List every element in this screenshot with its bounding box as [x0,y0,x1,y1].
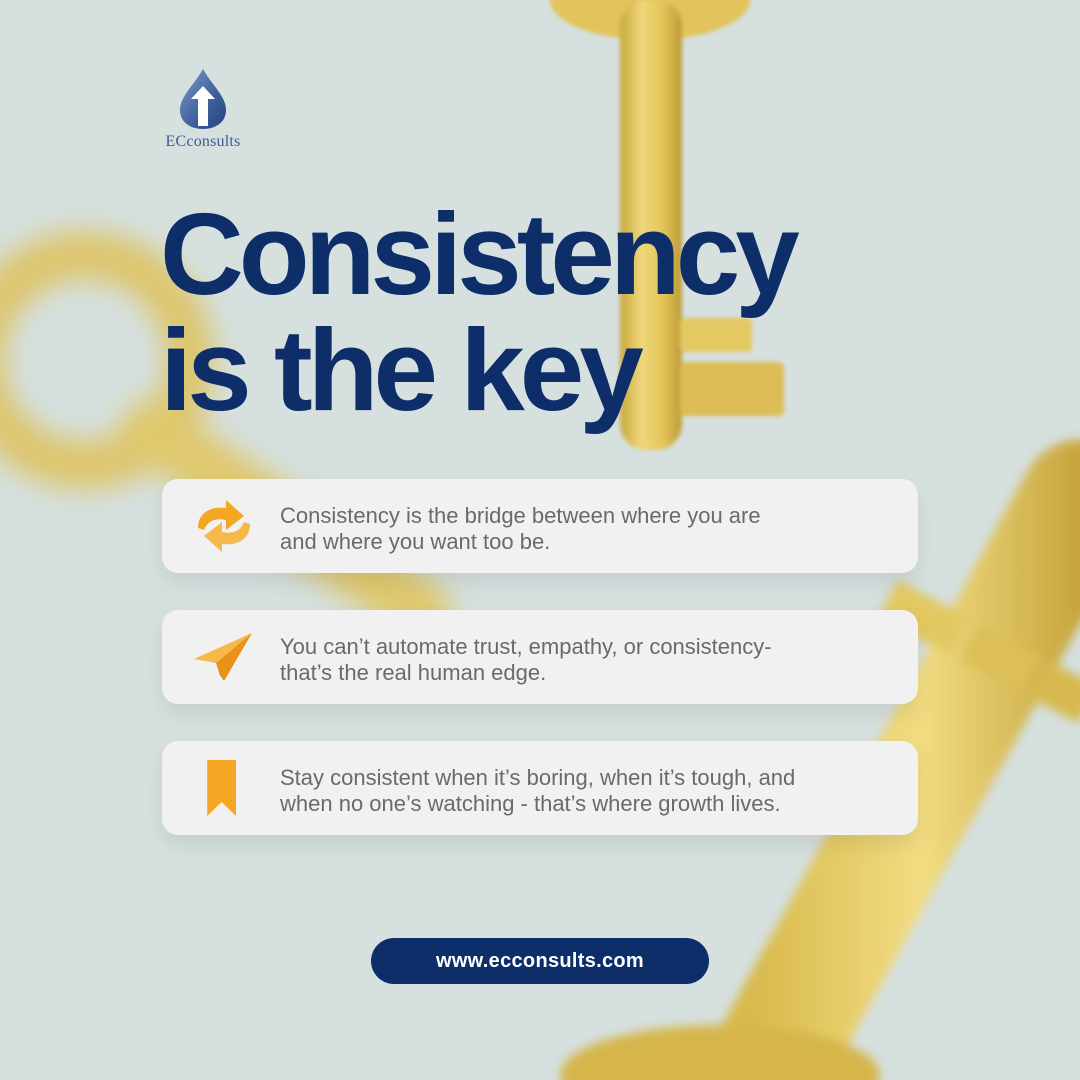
tip-text-line-1: You can’t automate trust, empathy, or co… [280,634,772,659]
right-key-illustration [560,440,1080,1080]
tip-text-line-1: Consistency is the bridge between where … [280,503,761,528]
tip-text: Consistency is the bridge between where … [280,503,880,555]
tip-text-line-2: and where you want too be. [280,529,551,554]
tip-text: Stay consistent when it’s boring, when i… [280,765,880,817]
headline-line-1: Consistency [160,189,800,319]
paper-plane-icon [194,633,252,681]
brand-name: ECconsults [165,133,241,150]
headline: Consistency is the key [160,196,880,428]
droplet-arrow-logo-icon [180,69,226,129]
tip-card: Consistency is the bridge between where … [162,479,918,573]
top-key-illustration [550,0,784,450]
website-link[interactable]: www.ecconsults.com [371,938,709,984]
brand-logo: ECconsults [162,68,244,151]
tip-text-line-2: that’s the real human edge. [280,660,547,685]
tip-card: Stay consistent when it’s boring, when i… [162,741,918,835]
tip-text-line-1: Stay consistent when it’s boring, when i… [280,765,796,790]
tip-text: You can’t automate trust, empathy, or co… [280,634,880,686]
refresh-arrows-icon [198,500,250,552]
tip-text-line-2: when no one’s watching - that’s where gr… [280,791,781,816]
tip-card: You can’t automate trust, empathy, or co… [162,610,918,704]
headline-line-2: is the key [160,305,644,435]
bookmark-icon [207,760,236,816]
